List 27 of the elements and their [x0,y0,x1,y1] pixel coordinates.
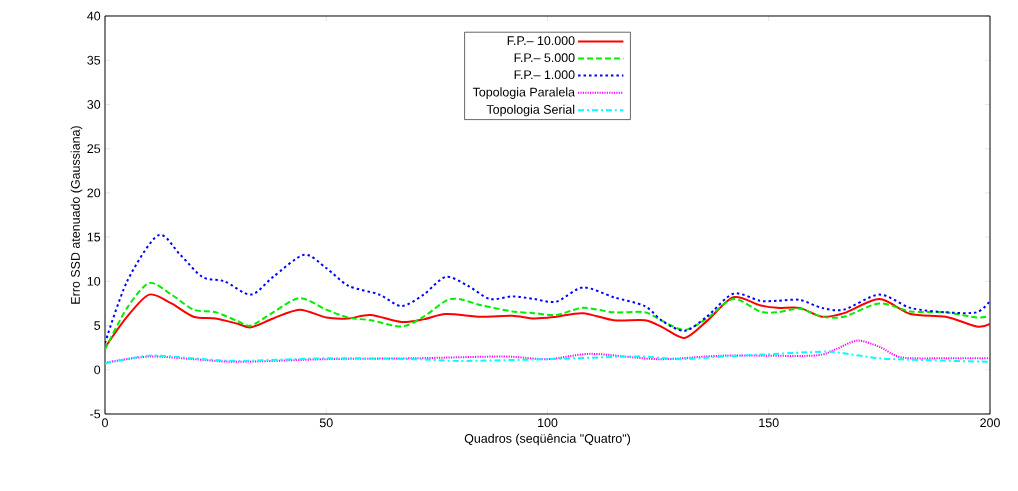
x-tick-label: 150 [759,418,779,428]
line-series [105,350,991,365]
x-axis-title: Quadros (seqüência "Quatro") [464,433,631,446]
y-tick-label: 40 [87,11,101,21]
y-tick-label: 5 [94,321,101,330]
legend-label: F.P.– 5.000 [514,53,575,63]
x-tick-label: 0 [102,418,108,428]
x-tick-label: 200 [980,418,1000,428]
y-tick-label: 10 [87,276,101,286]
y-axis-title: Erro SSD atenuado (Gaussiana) [70,126,83,304]
y-tick-label: 0 [94,365,101,375]
y-tick-label: 20 [87,188,101,198]
x-tick-label: 50 [319,418,333,428]
line-series [105,339,991,364]
legend-label: F.P.– 1.000 [514,70,575,80]
y-tick-label: -5 [90,409,101,419]
legend-label: F.P.– 10.000 [507,36,575,46]
x-tick-label: 100 [538,418,558,428]
legend-label: Topologia Serial [486,104,575,117]
y-tick-label: 25 [87,144,101,154]
y-tick-label: 15 [87,232,101,242]
line-series [105,233,991,345]
y-tick-label: 30 [87,100,101,109]
line-series [105,293,991,349]
line-series [105,281,991,351]
y-tick-label: 35 [87,55,101,65]
legend-label: Topologia Paralela [472,87,576,99]
